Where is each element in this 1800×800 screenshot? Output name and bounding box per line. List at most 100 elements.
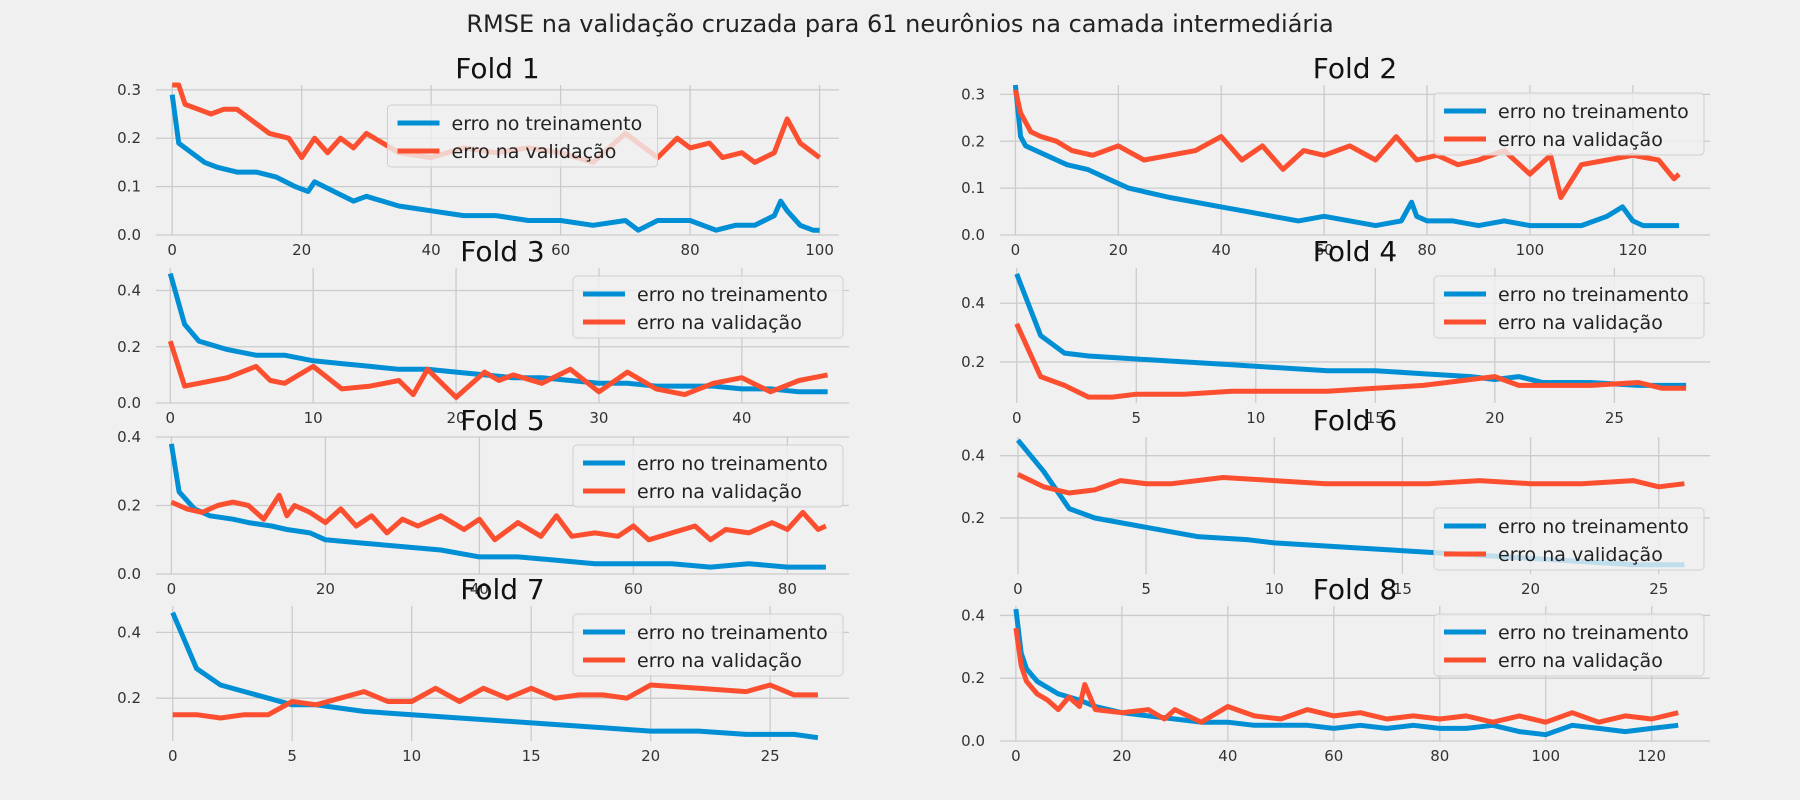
legend-label-train: erro no treinamento xyxy=(637,622,828,644)
y-tick-label: 0.2 xyxy=(117,129,141,147)
plot-title: Fold 3 xyxy=(460,235,545,268)
legend-label-val: erro na validação xyxy=(1498,129,1663,151)
x-tick-label: 60 xyxy=(624,580,643,598)
legend-box xyxy=(572,444,844,508)
legend-box xyxy=(1433,275,1705,339)
legend-label-train: erro no treinamento xyxy=(1498,101,1689,123)
series-line-val xyxy=(1012,89,1681,200)
y-tick-label: 0.0 xyxy=(117,226,141,244)
legend: erro no treinamento erro na validação xyxy=(572,613,844,677)
legend-box xyxy=(1433,92,1705,156)
legend: erro no treinamento erro na validação xyxy=(387,104,658,168)
x-tick-label: 60 xyxy=(1324,747,1343,765)
y-tick-label: 0.2 xyxy=(961,669,985,687)
x-tick-label: 15 xyxy=(1393,580,1412,598)
legend-label-val: erro na validação xyxy=(1498,544,1663,566)
x-tick-label: 60 xyxy=(1315,241,1334,259)
x-tick-label: 20 xyxy=(292,241,311,259)
chart-fold-3: 0 10 20 30 40 0.0 0.2 0.4 Fold 3 erro no treiname… xyxy=(117,235,849,427)
chart-fold-7: 0 5 10 15 20 25 0.2 0.4 Fold 7 erro no treinament… xyxy=(117,573,849,765)
chart-fold-5: 0 20 40 60 80 0.0 0.2 0.4 Fold 5 erro no treiname… xyxy=(117,404,849,598)
legend-label-train: erro no treinamento xyxy=(637,284,828,306)
x-tick-label: 25 xyxy=(1605,409,1624,427)
series-line-val xyxy=(1013,627,1679,725)
x-tick-label: 40 xyxy=(422,241,441,259)
x-tick-label: 0 xyxy=(167,580,177,598)
x-tick-label: 0 xyxy=(167,241,177,259)
plot-title: Fold 5 xyxy=(460,404,545,437)
legend-label-train: erro no treinamento xyxy=(1498,516,1689,538)
x-tick-label: 0 xyxy=(168,747,178,765)
x-tick-label: 5 xyxy=(1141,580,1151,598)
x-tick-label: 120 xyxy=(1619,241,1648,259)
x-tick-label: 10 xyxy=(304,409,323,427)
x-tick-label: 15 xyxy=(522,747,541,765)
legend-box xyxy=(1433,507,1705,571)
y-tick-label: 0.2 xyxy=(117,689,141,707)
legend-label-val: erro na validação xyxy=(637,650,802,672)
legend: erro no treinamento erro na validação xyxy=(1433,507,1705,571)
legend-box xyxy=(1433,613,1705,677)
legend-label-train: erro no treinamento xyxy=(452,113,643,135)
x-tick-label: 5 xyxy=(1131,409,1141,427)
x-tick-label: 15 xyxy=(1366,409,1385,427)
legend: erro no treinamento erro na validação xyxy=(1433,92,1705,156)
plot-title: Fold 7 xyxy=(460,573,545,606)
series-line-train xyxy=(1014,272,1687,388)
x-tick-label: 80 xyxy=(1430,747,1449,765)
series-line-train xyxy=(168,443,826,570)
legend-box xyxy=(572,613,844,677)
legend-label-train: erro no treinamento xyxy=(1498,622,1689,644)
x-tick-label: 40 xyxy=(1218,747,1237,765)
legend-label-val: erro na validação xyxy=(452,141,617,163)
legend: erro no treinamento erro na validação xyxy=(572,444,844,508)
x-tick-label: 40 xyxy=(470,580,489,598)
y-tick-label: 0.0 xyxy=(117,394,141,412)
x-tick-label: 10 xyxy=(1246,409,1265,427)
y-tick-label: 0.1 xyxy=(961,179,985,197)
x-tick-label: 80 xyxy=(778,580,797,598)
x-tick-label: 30 xyxy=(589,409,608,427)
x-tick-label: 80 xyxy=(681,241,700,259)
chart-fold-2: 0 20 40 60 80 100 120 0.0 0.1 0.2 0.3 Fold 2 erro no… xyxy=(961,52,1710,259)
legend-label-val: erro na validação xyxy=(637,481,802,503)
y-tick-label: 0.0 xyxy=(961,226,985,244)
chart-fold-6: 0 5 10 15 20 25 0.2 0.4 Fold 6 erro no treinament… xyxy=(961,404,1710,598)
y-tick-label: 0.4 xyxy=(117,282,141,300)
x-tick-label: 80 xyxy=(1417,241,1436,259)
y-tick-label: 0.4 xyxy=(961,606,985,624)
plot-title: Fold 1 xyxy=(455,52,540,85)
x-tick-label: 5 xyxy=(287,747,297,765)
y-tick-label: 0.3 xyxy=(117,81,141,99)
x-tick-label: 40 xyxy=(1212,241,1231,259)
x-tick-label: 20 xyxy=(1112,747,1131,765)
series-line-val xyxy=(1016,472,1685,496)
x-tick-label: 20 xyxy=(641,747,660,765)
plot-title: Fold 2 xyxy=(1313,52,1398,85)
y-tick-label: 0.4 xyxy=(961,294,985,312)
plot-title: Fold 6 xyxy=(1313,404,1398,437)
x-tick-label: 0 xyxy=(1013,580,1023,598)
x-tick-label: 100 xyxy=(1516,241,1545,259)
x-tick-label: 60 xyxy=(551,241,570,259)
x-tick-label: 20 xyxy=(316,580,335,598)
chart-fold-1: 0 20 40 60 80 100 0.0 0.1 0.2 0.3 Fold 1 erro no tr… xyxy=(117,52,839,259)
series-line-train xyxy=(1013,608,1679,738)
x-tick-label: 20 xyxy=(447,409,466,427)
x-tick-label: 0 xyxy=(1012,409,1022,427)
x-tick-label: 100 xyxy=(1531,747,1560,765)
x-tick-label: 40 xyxy=(732,409,751,427)
x-tick-label: 0 xyxy=(1011,747,1021,765)
legend-label-train: erro no treinamento xyxy=(1498,284,1689,306)
series-line-train xyxy=(170,611,819,741)
legend-label-train: erro no treinamento xyxy=(637,453,828,475)
y-tick-label: 0.4 xyxy=(117,623,141,641)
legend-box xyxy=(572,275,844,339)
series-line-val xyxy=(170,492,827,543)
x-tick-label: 20 xyxy=(1109,241,1128,259)
legend: erro no treinamento erro na validação xyxy=(572,275,844,339)
y-tick-label: 0.3 xyxy=(961,85,985,103)
y-tick-label: 0.4 xyxy=(961,447,985,465)
